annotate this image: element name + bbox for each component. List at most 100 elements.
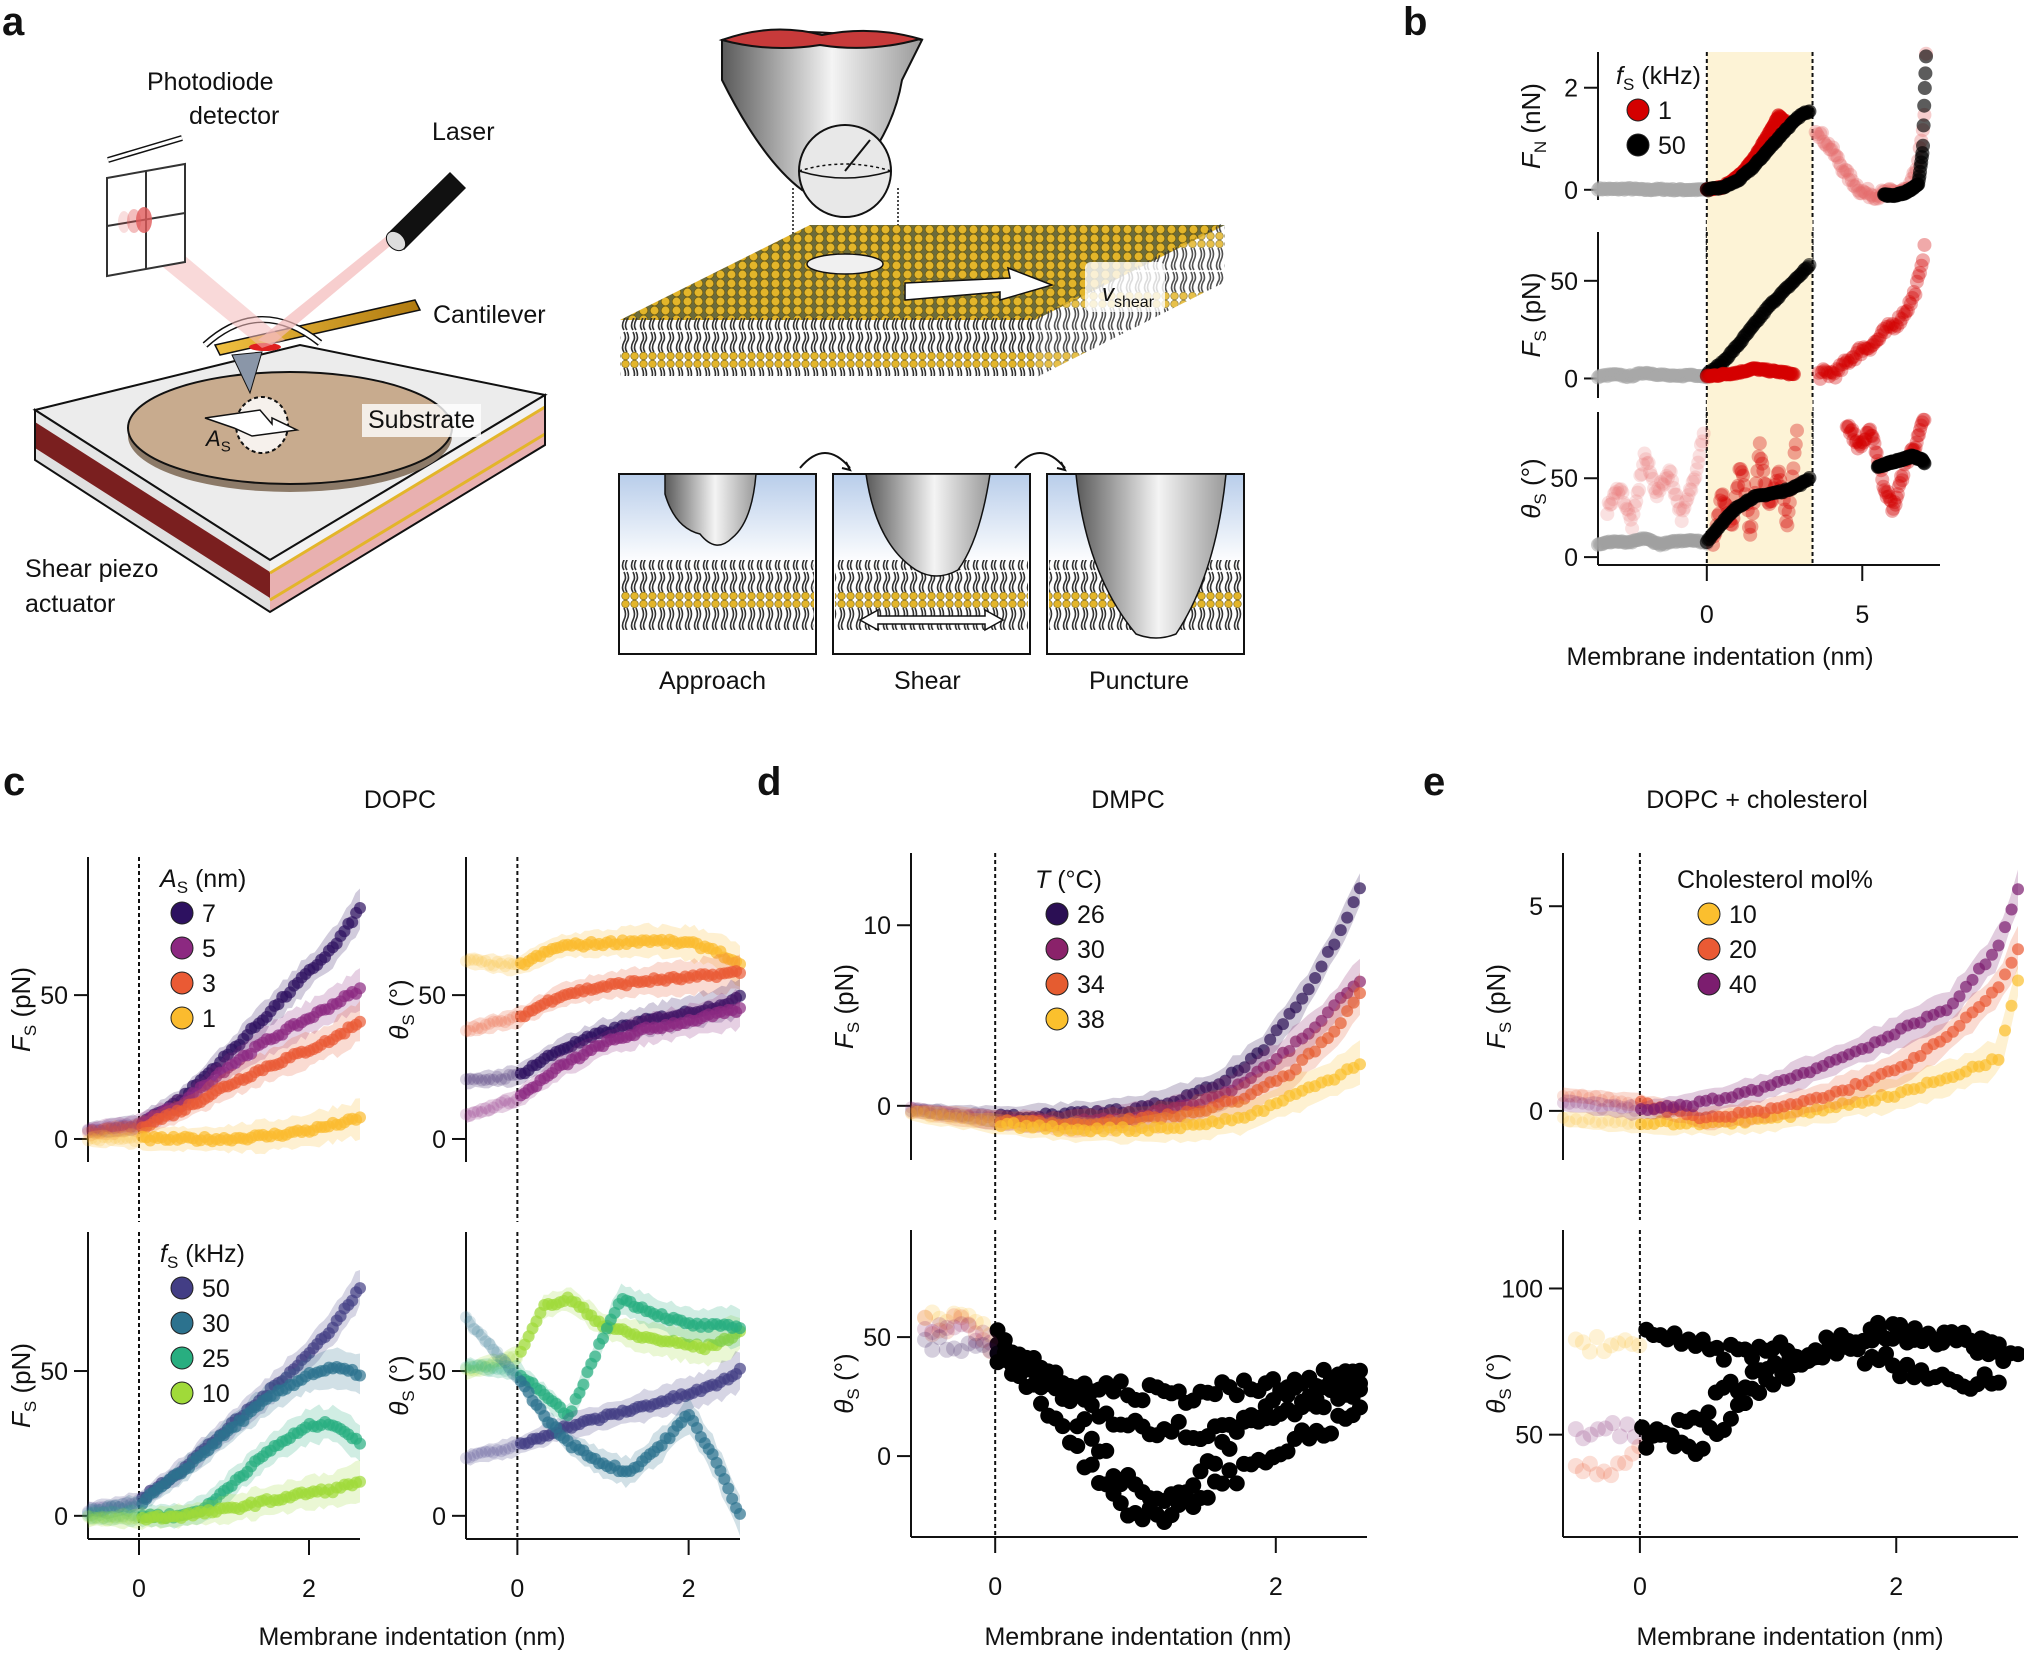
data-point: [1865, 188, 1880, 203]
data-point: [1737, 478, 1752, 493]
data-point: [105, 1511, 118, 1524]
data-point: [460, 1311, 472, 1324]
data-point: [1999, 921, 2011, 934]
panel-letter-a: a: [2, 0, 25, 44]
data-point: [1888, 318, 1903, 333]
series-50-post: [1877, 49, 1934, 204]
data-point: [499, 1364, 512, 1377]
data-point: [116, 1132, 129, 1145]
data-point: [475, 955, 488, 968]
x-tick-label: 5: [1855, 601, 1869, 629]
data-point: [113, 1511, 126, 1524]
data-point: [483, 1104, 496, 1117]
data-point: [503, 1442, 516, 1455]
data-point: [479, 1360, 492, 1373]
data-point: [1614, 482, 1629, 497]
y-tick-label: 0: [1564, 177, 1578, 205]
data-point: [109, 1511, 122, 1524]
data-point: [1887, 321, 1902, 336]
legend-entry: 50: [1626, 132, 1686, 160]
legend-marker-icon: [1045, 1007, 1069, 1031]
data-point: [89, 1133, 102, 1146]
data-point: [1869, 445, 1884, 460]
shear-arrow-icon: [904, 266, 1055, 301]
legend-marker-icon: [170, 1276, 194, 1300]
data-point: [460, 1073, 472, 1086]
data-point: [1731, 478, 1746, 493]
label-laser: Laser: [432, 118, 495, 146]
y-axis-label-subscript: S: [844, 1388, 863, 1399]
series-1: [1699, 361, 1801, 384]
data-point: [1829, 148, 1844, 163]
data-point: [1781, 504, 1796, 519]
data-point: [1634, 467, 1649, 482]
data-point: [1811, 1348, 1828, 1365]
data-point: [499, 1353, 512, 1366]
data-point: [503, 1351, 516, 1364]
data-point: [109, 1499, 122, 1512]
legend-entry-label: 50: [202, 1275, 230, 1303]
y-tick-label: 0: [877, 1093, 891, 1121]
data-point: [1917, 412, 1932, 427]
data-point: [1315, 1399, 1332, 1416]
data-point: [1601, 495, 1616, 510]
data-point: [1903, 297, 1918, 312]
data-point: [1636, 457, 1651, 472]
data-point: [1837, 165, 1852, 180]
legend: fS (kHz) 50 30 25 10: [160, 1240, 245, 1408]
data-point: [1629, 494, 1644, 509]
legend-title: fS (kHz): [160, 1240, 245, 1272]
data-point: [483, 1073, 496, 1086]
data-point: [1916, 412, 1931, 427]
data-point: [1786, 461, 1801, 476]
data-point: [1854, 186, 1869, 201]
y-axis-label-symbol: θ: [1481, 1400, 1511, 1414]
chart-d-theta: 0 50 0 2 θS (°) Membrane indentation (nm): [829, 1230, 1368, 1651]
data-point: [1651, 481, 1666, 496]
panel-title: DOPC: [364, 786, 436, 814]
data-point: [471, 1022, 484, 1035]
y-axis-label-unit: (nN): [1516, 83, 1546, 141]
y-tick-label: 10: [863, 912, 891, 940]
data-point: [1098, 1442, 1115, 1459]
legend-entry-label: 3: [202, 970, 216, 998]
y-axis-label: θS (°): [829, 1353, 863, 1413]
data-point: [1228, 1475, 1245, 1492]
data-point: [1328, 938, 1341, 951]
data-point: [82, 1509, 94, 1522]
data-point: [1914, 418, 1929, 433]
legend-title-subscript: S: [177, 878, 188, 897]
y-axis-label-unit: (°): [1516, 458, 1546, 493]
data-point: [1877, 483, 1892, 498]
data-point: [85, 1504, 98, 1517]
data-point: [1631, 482, 1646, 497]
y-axis-label: FS (pN): [1481, 964, 1515, 1049]
data-point: [1831, 363, 1846, 378]
data-point: [354, 1111, 366, 1124]
y-axis-label-subscript: S: [399, 1014, 418, 1025]
data-point: [1669, 487, 1684, 502]
data-point: [1849, 434, 1864, 449]
data-point: [1906, 284, 1921, 299]
data-point: [2005, 999, 2018, 1012]
data-point: [354, 982, 366, 995]
y-axis-label-unit: (pN): [6, 1343, 36, 1401]
data-point: [1112, 1373, 1129, 1390]
data-point: [1865, 429, 1880, 444]
data-point: [1819, 138, 1834, 153]
data-point: [1966, 973, 1979, 986]
data-point: [503, 1013, 516, 1026]
y-axis-label-symbol: F: [6, 1410, 36, 1428]
data-point: [1911, 428, 1926, 443]
data-point: [487, 959, 500, 972]
data-point: [1848, 179, 1863, 194]
x-tick-label: 0: [510, 1575, 524, 1603]
label-substrate: Substrate: [362, 404, 482, 437]
data-point: [1353, 987, 1366, 1000]
data-point: [487, 1015, 500, 1028]
data-point: [1857, 340, 1872, 355]
data-point: [471, 1363, 484, 1376]
series-50: [1699, 470, 1817, 550]
data-point: [495, 1362, 508, 1375]
